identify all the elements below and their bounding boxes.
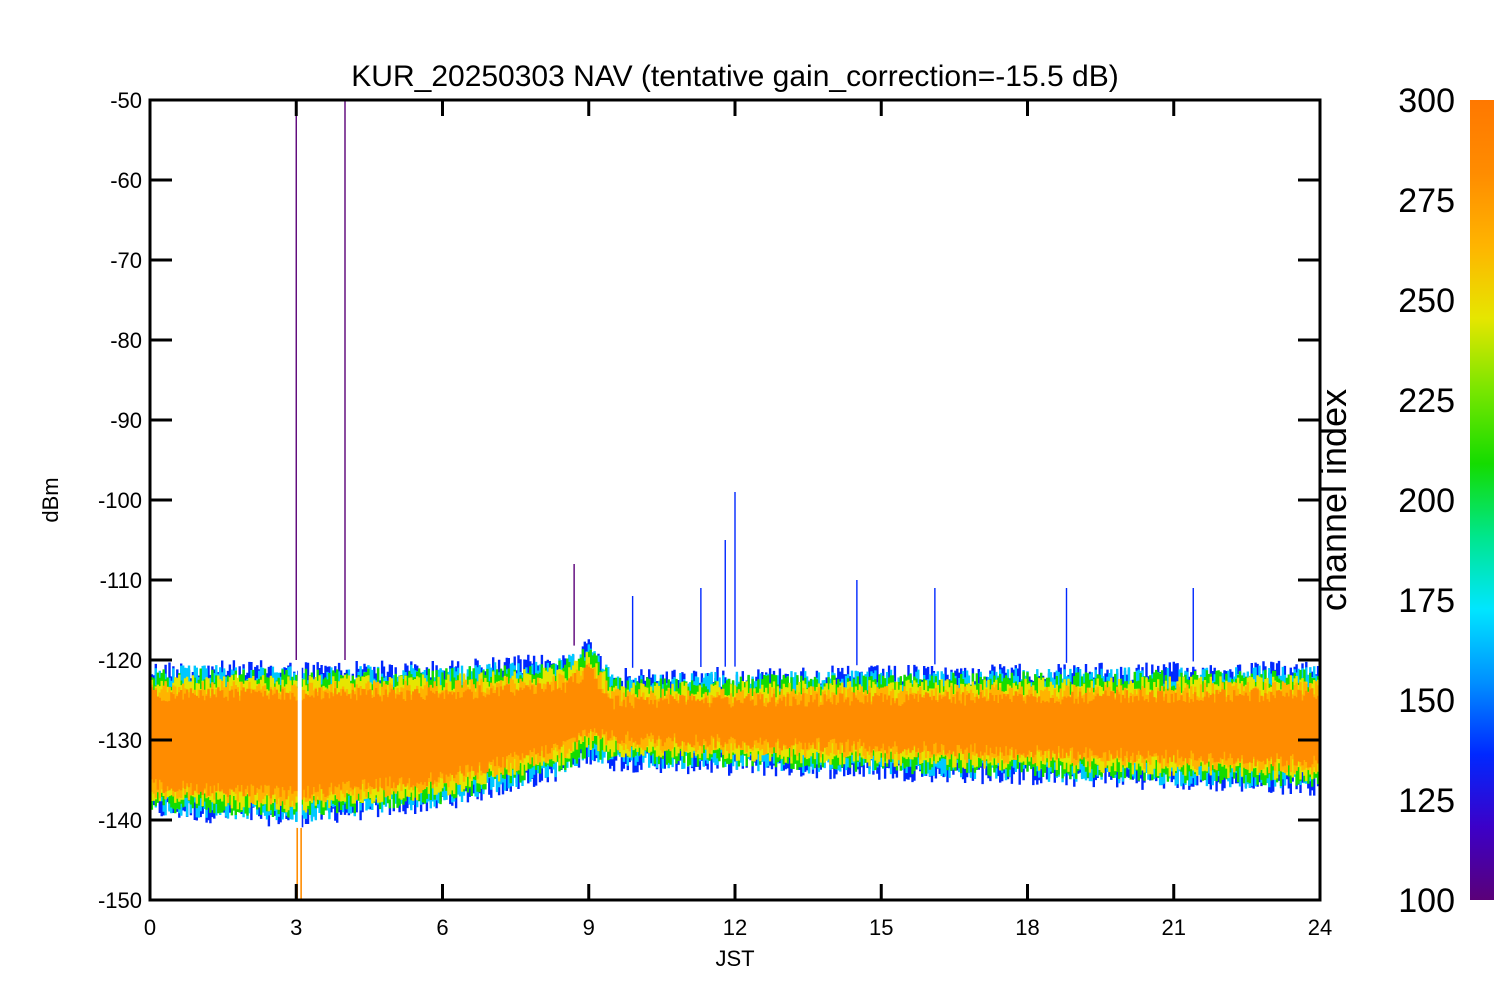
x-tick-label: 9 [583,915,595,940]
y-tick-label: -60 [110,168,142,193]
y-tick-label: -100 [98,488,142,513]
x-tick-label: 6 [436,915,448,940]
x-tick-label: 15 [869,915,893,940]
y-tick-label: -70 [110,248,142,273]
y-tick-label: -50 [110,88,142,113]
x-tick-label: 0 [144,915,156,940]
y-tick-label: -140 [98,808,142,833]
colorbar-tick-label: 175 [1398,582,1455,620]
colorbar-tick-label: 300 [1398,82,1455,120]
y-tick-label: -150 [98,888,142,913]
x-tick-label: 21 [1162,915,1186,940]
chart-title: KUR_20250303 NAV (tentative gain_correct… [351,60,1118,93]
colorbar-tick-label: 100 [1398,882,1455,920]
x-tick-label: 18 [1015,915,1039,940]
y-tick-label: -110 [100,568,142,593]
colorbar-tick-label: 225 [1398,382,1455,420]
x-axis: 0 3 6 9 12 15 18 21 24 [144,100,1332,940]
x-axis-label: JST [715,946,754,971]
y-axis: -50 -60 -70 -80 -90 -100 -110 -120 -130 -140 -150 [98,88,1320,913]
colorbar-label: channel index [1313,389,1354,611]
x-tick-label: 12 [723,915,747,940]
y-tick-label: -130 [98,728,142,753]
colorbar-tick-label: 125 [1398,782,1455,820]
colorbar-ticks: 100 125 150 175 200 225 250 275 300 [1398,82,1455,920]
y-tick-label: -80 [110,328,142,353]
colorbar-tick-label: 200 [1398,482,1455,520]
colorbar-tick-label: 150 [1398,682,1455,720]
x-tick-label: 24 [1308,915,1332,940]
data-gap [297,652,302,828]
colorbar-tick-label: 250 [1398,282,1455,320]
y-axis-label: dBm [38,477,63,522]
colorbar-tick-label: 275 [1398,182,1455,220]
x-tick-label: 3 [290,915,302,940]
colorbar [1470,100,1494,900]
plot-area [150,100,1320,900]
series-band-orange [150,664,1320,800]
y-tick-label: -90 [110,408,142,433]
y-tick-label: -120 [98,648,142,673]
